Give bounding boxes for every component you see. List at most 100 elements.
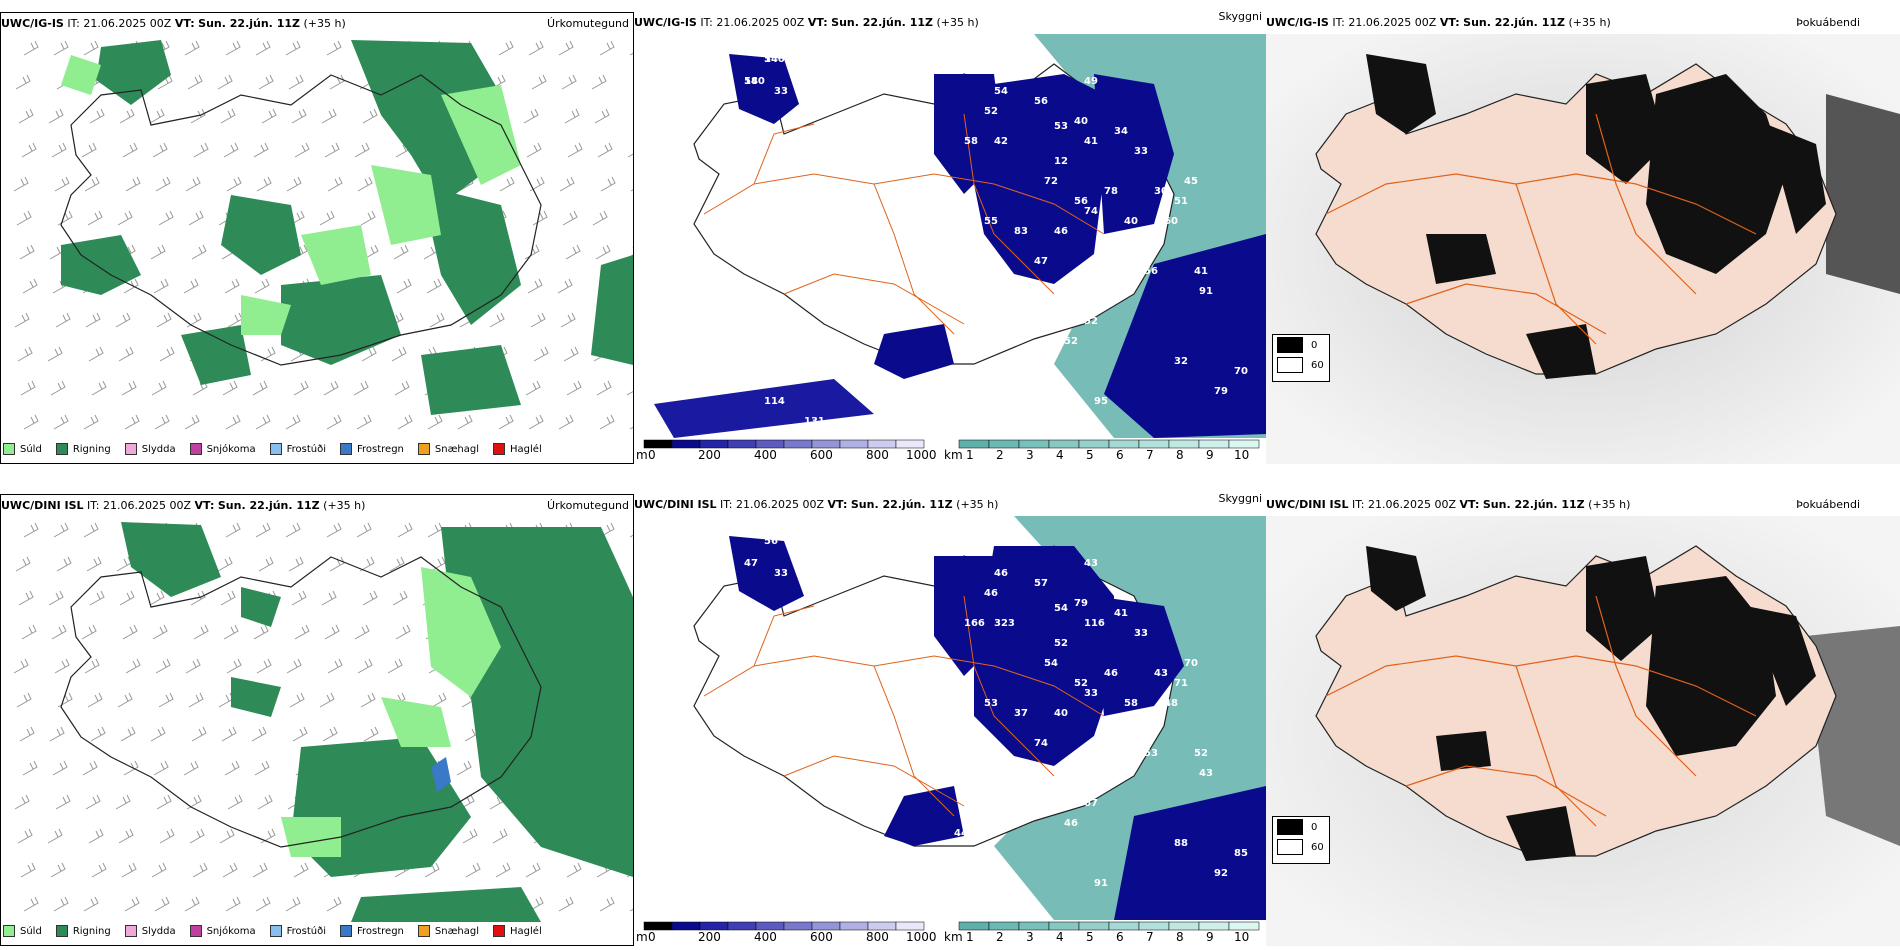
wind-barb bbox=[360, 692, 376, 708]
wind-barb bbox=[254, 760, 270, 776]
road-network bbox=[1325, 113, 1757, 345]
visibility-value-label: 79 bbox=[1214, 386, 1228, 397]
visibility-value-label: 48 bbox=[1164, 698, 1178, 709]
visibility-value-label: 40 bbox=[1074, 116, 1088, 127]
wind-barb bbox=[119, 108, 135, 124]
scale-tick: 4 bbox=[1056, 448, 1064, 462]
wind-barb bbox=[319, 210, 335, 226]
wind-barb bbox=[225, 896, 241, 912]
scale-swatch bbox=[839, 921, 869, 931]
wind-barb bbox=[255, 40, 271, 56]
wind-barb bbox=[465, 862, 481, 878]
wind-barb bbox=[323, 380, 339, 396]
visibility-value-label: 47 bbox=[744, 558, 758, 569]
visibility-value-label: 42 bbox=[809, 106, 823, 117]
wind-barb bbox=[89, 108, 105, 124]
vt-label: VT: bbox=[1459, 498, 1480, 511]
legend-item: Slydda bbox=[124, 443, 176, 455]
scale-swatch bbox=[755, 439, 785, 449]
scale-swatch bbox=[988, 921, 1020, 931]
visibility-value-label: 99 bbox=[954, 346, 968, 357]
visibility-value-label: 61 bbox=[874, 718, 888, 729]
legend-item: Snjókoma bbox=[189, 443, 256, 455]
wind-barb bbox=[190, 590, 206, 606]
scale-tick: 4 bbox=[1056, 930, 1064, 944]
wind-barb bbox=[118, 346, 134, 362]
scale-swatch bbox=[699, 921, 729, 931]
wind-barb bbox=[528, 40, 544, 56]
wind-barb bbox=[52, 760, 68, 776]
meter-scale-bar bbox=[643, 439, 925, 449]
wind-barb bbox=[256, 176, 272, 192]
wind-barb bbox=[291, 590, 307, 606]
vt-label: VT: bbox=[174, 17, 195, 30]
wind-barb bbox=[158, 210, 174, 226]
wind-barb bbox=[523, 108, 539, 124]
wind-barb bbox=[184, 40, 200, 56]
wind-barb bbox=[117, 210, 133, 226]
wind-barb bbox=[319, 692, 335, 708]
precip-legend: Súld Rigning Slydda Snjókoma Frostúði Fr… bbox=[3, 921, 542, 941]
wind-barb bbox=[22, 760, 38, 776]
wind-barb bbox=[362, 590, 378, 606]
wind-barb bbox=[260, 828, 276, 844]
scale-swatch bbox=[1198, 439, 1230, 449]
wind-barb bbox=[85, 312, 101, 328]
legend-item: Snæhagl bbox=[417, 925, 479, 937]
visibility-value-label: 74 bbox=[1034, 738, 1048, 749]
visibility-value-label: 41 bbox=[1114, 608, 1128, 619]
wind-barb bbox=[222, 380, 238, 396]
visibility-value-label: 33 bbox=[1134, 628, 1148, 639]
visibility-value-label: 54 bbox=[1054, 603, 1068, 614]
vt-value: Sun. 22.jún. 11Z bbox=[1463, 16, 1565, 29]
wind-barb bbox=[48, 590, 64, 606]
wind-barb bbox=[117, 692, 133, 708]
visibility-value-label: 46 bbox=[1054, 226, 1068, 237]
wind-barb bbox=[53, 896, 69, 912]
vt-value: Sun. 22.jún. 11Z bbox=[198, 17, 300, 30]
wind-barb bbox=[396, 278, 412, 294]
precip-rain-areas bbox=[61, 40, 633, 415]
wind-barb bbox=[357, 658, 373, 674]
wind-barb bbox=[23, 522, 39, 538]
wind-barb bbox=[16, 210, 32, 226]
scale-tick: 800 bbox=[866, 930, 889, 944]
wind-barb bbox=[16, 692, 32, 708]
wind-barb bbox=[327, 658, 343, 674]
wind-barb bbox=[289, 692, 305, 708]
precip-drizzle-areas bbox=[61, 55, 521, 335]
wind-barb bbox=[326, 522, 342, 538]
visibility-value-label: 56 bbox=[1074, 196, 1088, 207]
scale-swatch bbox=[1108, 439, 1140, 449]
it-value: 21.06.2025 00Z bbox=[1348, 16, 1437, 29]
precip-map bbox=[13, 40, 633, 430]
visibility-value-label: 54 bbox=[1044, 658, 1058, 669]
wind-barb bbox=[185, 658, 201, 674]
wind-barb bbox=[55, 312, 71, 328]
wind-barb bbox=[183, 278, 199, 294]
wind-barb bbox=[17, 828, 33, 844]
scale-swatch bbox=[727, 921, 757, 931]
wind-barb bbox=[294, 624, 310, 640]
wind-barb bbox=[629, 908, 633, 912]
scale-swatch bbox=[958, 921, 990, 931]
visibility-value-label: 53 bbox=[1054, 121, 1068, 132]
wind-barb bbox=[397, 414, 413, 430]
legend-item: Snjókoma bbox=[189, 925, 256, 937]
wind-barb bbox=[23, 414, 39, 430]
wind-barb bbox=[566, 862, 582, 878]
visibility-value-label: 34 bbox=[844, 236, 858, 247]
wind-barb bbox=[225, 414, 241, 430]
wind-barb bbox=[258, 74, 274, 90]
wind-barb bbox=[261, 108, 277, 124]
wind-barb bbox=[89, 590, 105, 606]
wind-barb bbox=[84, 658, 100, 674]
visibility-value-label: 41 bbox=[1084, 136, 1098, 147]
visibility-value-label: 53 bbox=[1144, 748, 1158, 759]
wind-barb bbox=[87, 692, 103, 708]
legend-item: Frostúði bbox=[269, 443, 326, 455]
visibility-value-label: 52 bbox=[1054, 638, 1068, 649]
visibility-value-label: 92 bbox=[1214, 868, 1228, 879]
wind-barb bbox=[84, 176, 100, 192]
visibility-value-label: 68 bbox=[1144, 236, 1158, 247]
